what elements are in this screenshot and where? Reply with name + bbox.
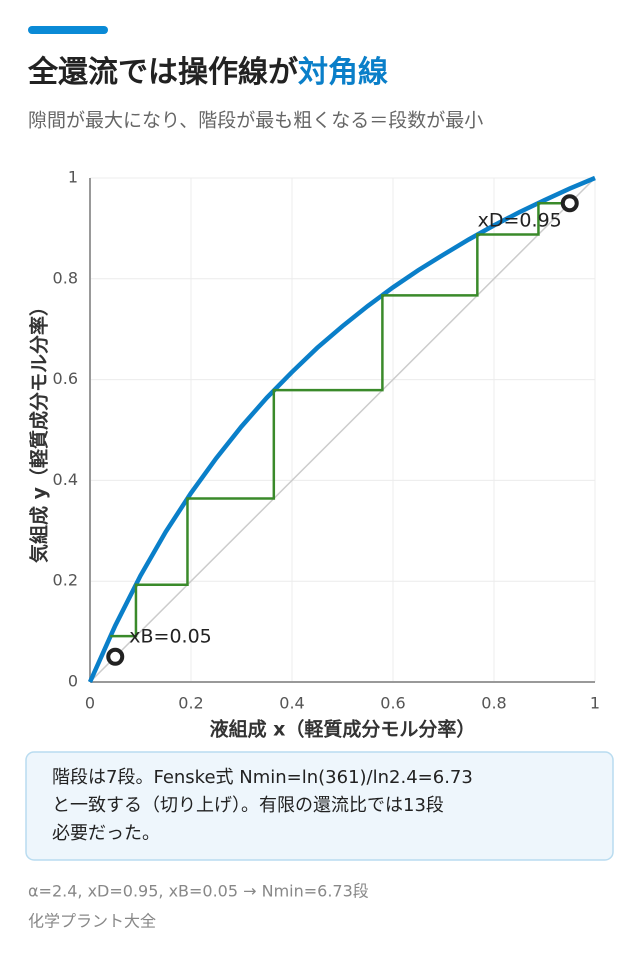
x-tick-label: 0.8 [481, 694, 506, 713]
endpoint-marker [106, 647, 125, 666]
y-tick-label: 0 [68, 672, 78, 691]
accent-bar [28, 26, 108, 34]
x-tick-label: 0 [85, 694, 95, 713]
note-line: 階段は7段。Fenske式 Nmin=ln(361)/ln2.4=6.73 [52, 767, 473, 788]
note-line: 必要だった。 [52, 823, 160, 844]
annotation: xD=0.95 [478, 210, 562, 232]
y-tick-label: 1 [68, 168, 78, 187]
diagonal-line [89, 177, 596, 683]
x-axis-title: 液組成 x（軽質成分モル分率） [210, 718, 476, 741]
endpoint-marker [560, 194, 579, 213]
subtitle: 隙間が最大になり、階段が最も粗くなる＝段数が最小 [28, 110, 483, 132]
y-tick-label: 0.2 [53, 571, 78, 590]
y-axis-title: 気組成 y（軽質成分モル分率） [28, 297, 51, 563]
y-tick-label: 0.8 [53, 268, 78, 287]
x-tick-label: 0.4 [279, 694, 304, 713]
title-highlight: 対角線 [298, 55, 388, 90]
annotation: xB=0.05 [129, 625, 212, 647]
stair-steps [110, 201, 570, 638]
title: 全還流では操作線が対角線 [27, 55, 388, 90]
footer: α=2.4, xD=0.95, xB=0.05 → Nmin=6.73段化学プラ… [28, 882, 369, 931]
footer-line: 化学プラント大全 [28, 912, 156, 931]
y-tick-label: 0.6 [53, 369, 78, 388]
y-tick-label: 0.4 [53, 470, 78, 489]
x-tick-label: 1 [590, 694, 600, 713]
note-box [25, 751, 614, 861]
footer-line: α=2.4, xD=0.95, xB=0.05 → Nmin=6.73段 [28, 882, 369, 901]
x-tick-label: 0.6 [380, 694, 405, 713]
x-tick-label: 0.2 [178, 694, 203, 713]
note: 階段は7段。Fenske式 Nmin=ln(361)/ln2.4=6.73 と一致… [52, 767, 473, 844]
note-line: と一致する（切り上げ）。有限の還流比では13段 [52, 795, 444, 816]
title-text: 全還流では操作線が [27, 55, 298, 90]
chart: 0 0.2 0.4 0.6 0.8 1 0 0.2 0.4 0.6 0.8 1 液組成 x（軽質成分モル… [28, 168, 601, 741]
equilibrium-curve [87, 175, 596, 683]
